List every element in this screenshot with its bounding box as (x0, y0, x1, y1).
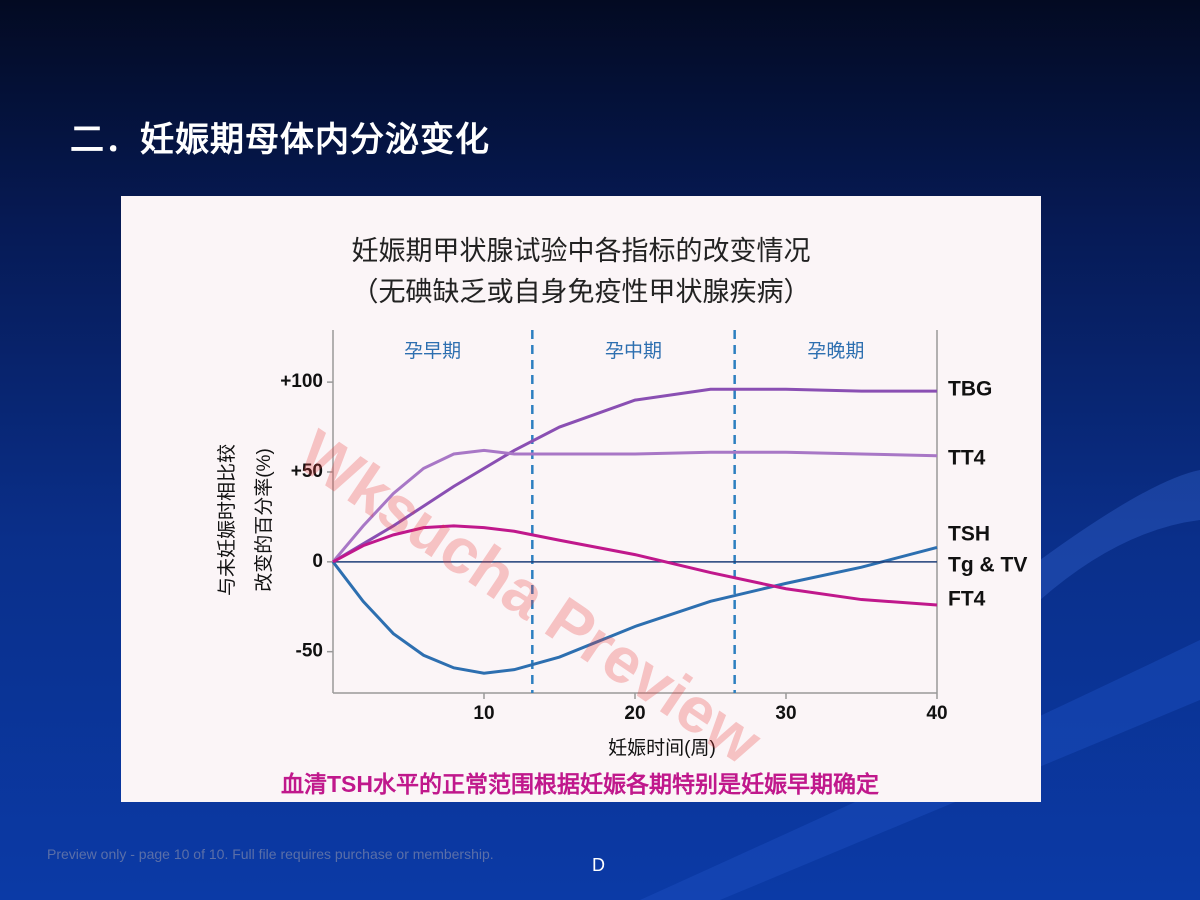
series-line (332, 387, 937, 564)
series-label: TSH (948, 523, 990, 546)
page-marker: D (592, 855, 605, 875)
chart-panel: 妊娠期甲状腺试验中各指标的改变情况 （无碘缺乏或自身免疫性甲状腺疾病） 妊娠时间… (121, 196, 1041, 802)
series-label: TT4 (948, 447, 986, 470)
series-label: TBG (948, 378, 992, 401)
period-label: 孕中期 (605, 340, 662, 362)
slide-title: 二．妊娠期母体内分泌变化 (70, 121, 490, 159)
period-label: 孕晚期 (807, 340, 864, 362)
x-tick-label: 30 (775, 703, 796, 724)
period-label: 孕早期 (404, 340, 461, 362)
footer: Preview only - page 10 of 10. Full file … (47, 846, 494, 862)
series-label: FT4 (948, 588, 986, 611)
x-tick-label: 40 (926, 703, 947, 724)
y-axis-label: 与未妊娠时相比较 (216, 444, 238, 596)
x-tick-label: 20 (624, 703, 645, 724)
y-axis-label: 改变的百分率(%) (253, 448, 275, 592)
chart: 妊娠期甲状腺试验中各指标的改变情况 （无碘缺乏或自身免疫性甲状腺疾病） 妊娠时间… (216, 236, 1027, 797)
series-line (331, 545, 938, 675)
series-line (331, 448, 938, 563)
y-tick-label: -50 (296, 641, 323, 662)
chart-title: 妊娠期甲状腺试验中各指标的改变情况 (352, 236, 811, 266)
series-line (332, 524, 938, 607)
chart-subtitle: （无碘缺乏或自身免疫性甲状腺疾病） (352, 277, 811, 307)
y-tick-label: 0 (312, 551, 323, 572)
y-tick-label: +100 (280, 371, 323, 392)
x-tick-label: 10 (473, 703, 494, 724)
chart-caption: 血清TSH水平的正常范围根据妊娠各期特别是妊娠早期确定 (281, 771, 879, 797)
x-axis-label: 妊娠时间(周) (608, 737, 716, 759)
y-tick-label: +50 (291, 461, 323, 482)
series-label: Tg & TV (948, 554, 1027, 577)
